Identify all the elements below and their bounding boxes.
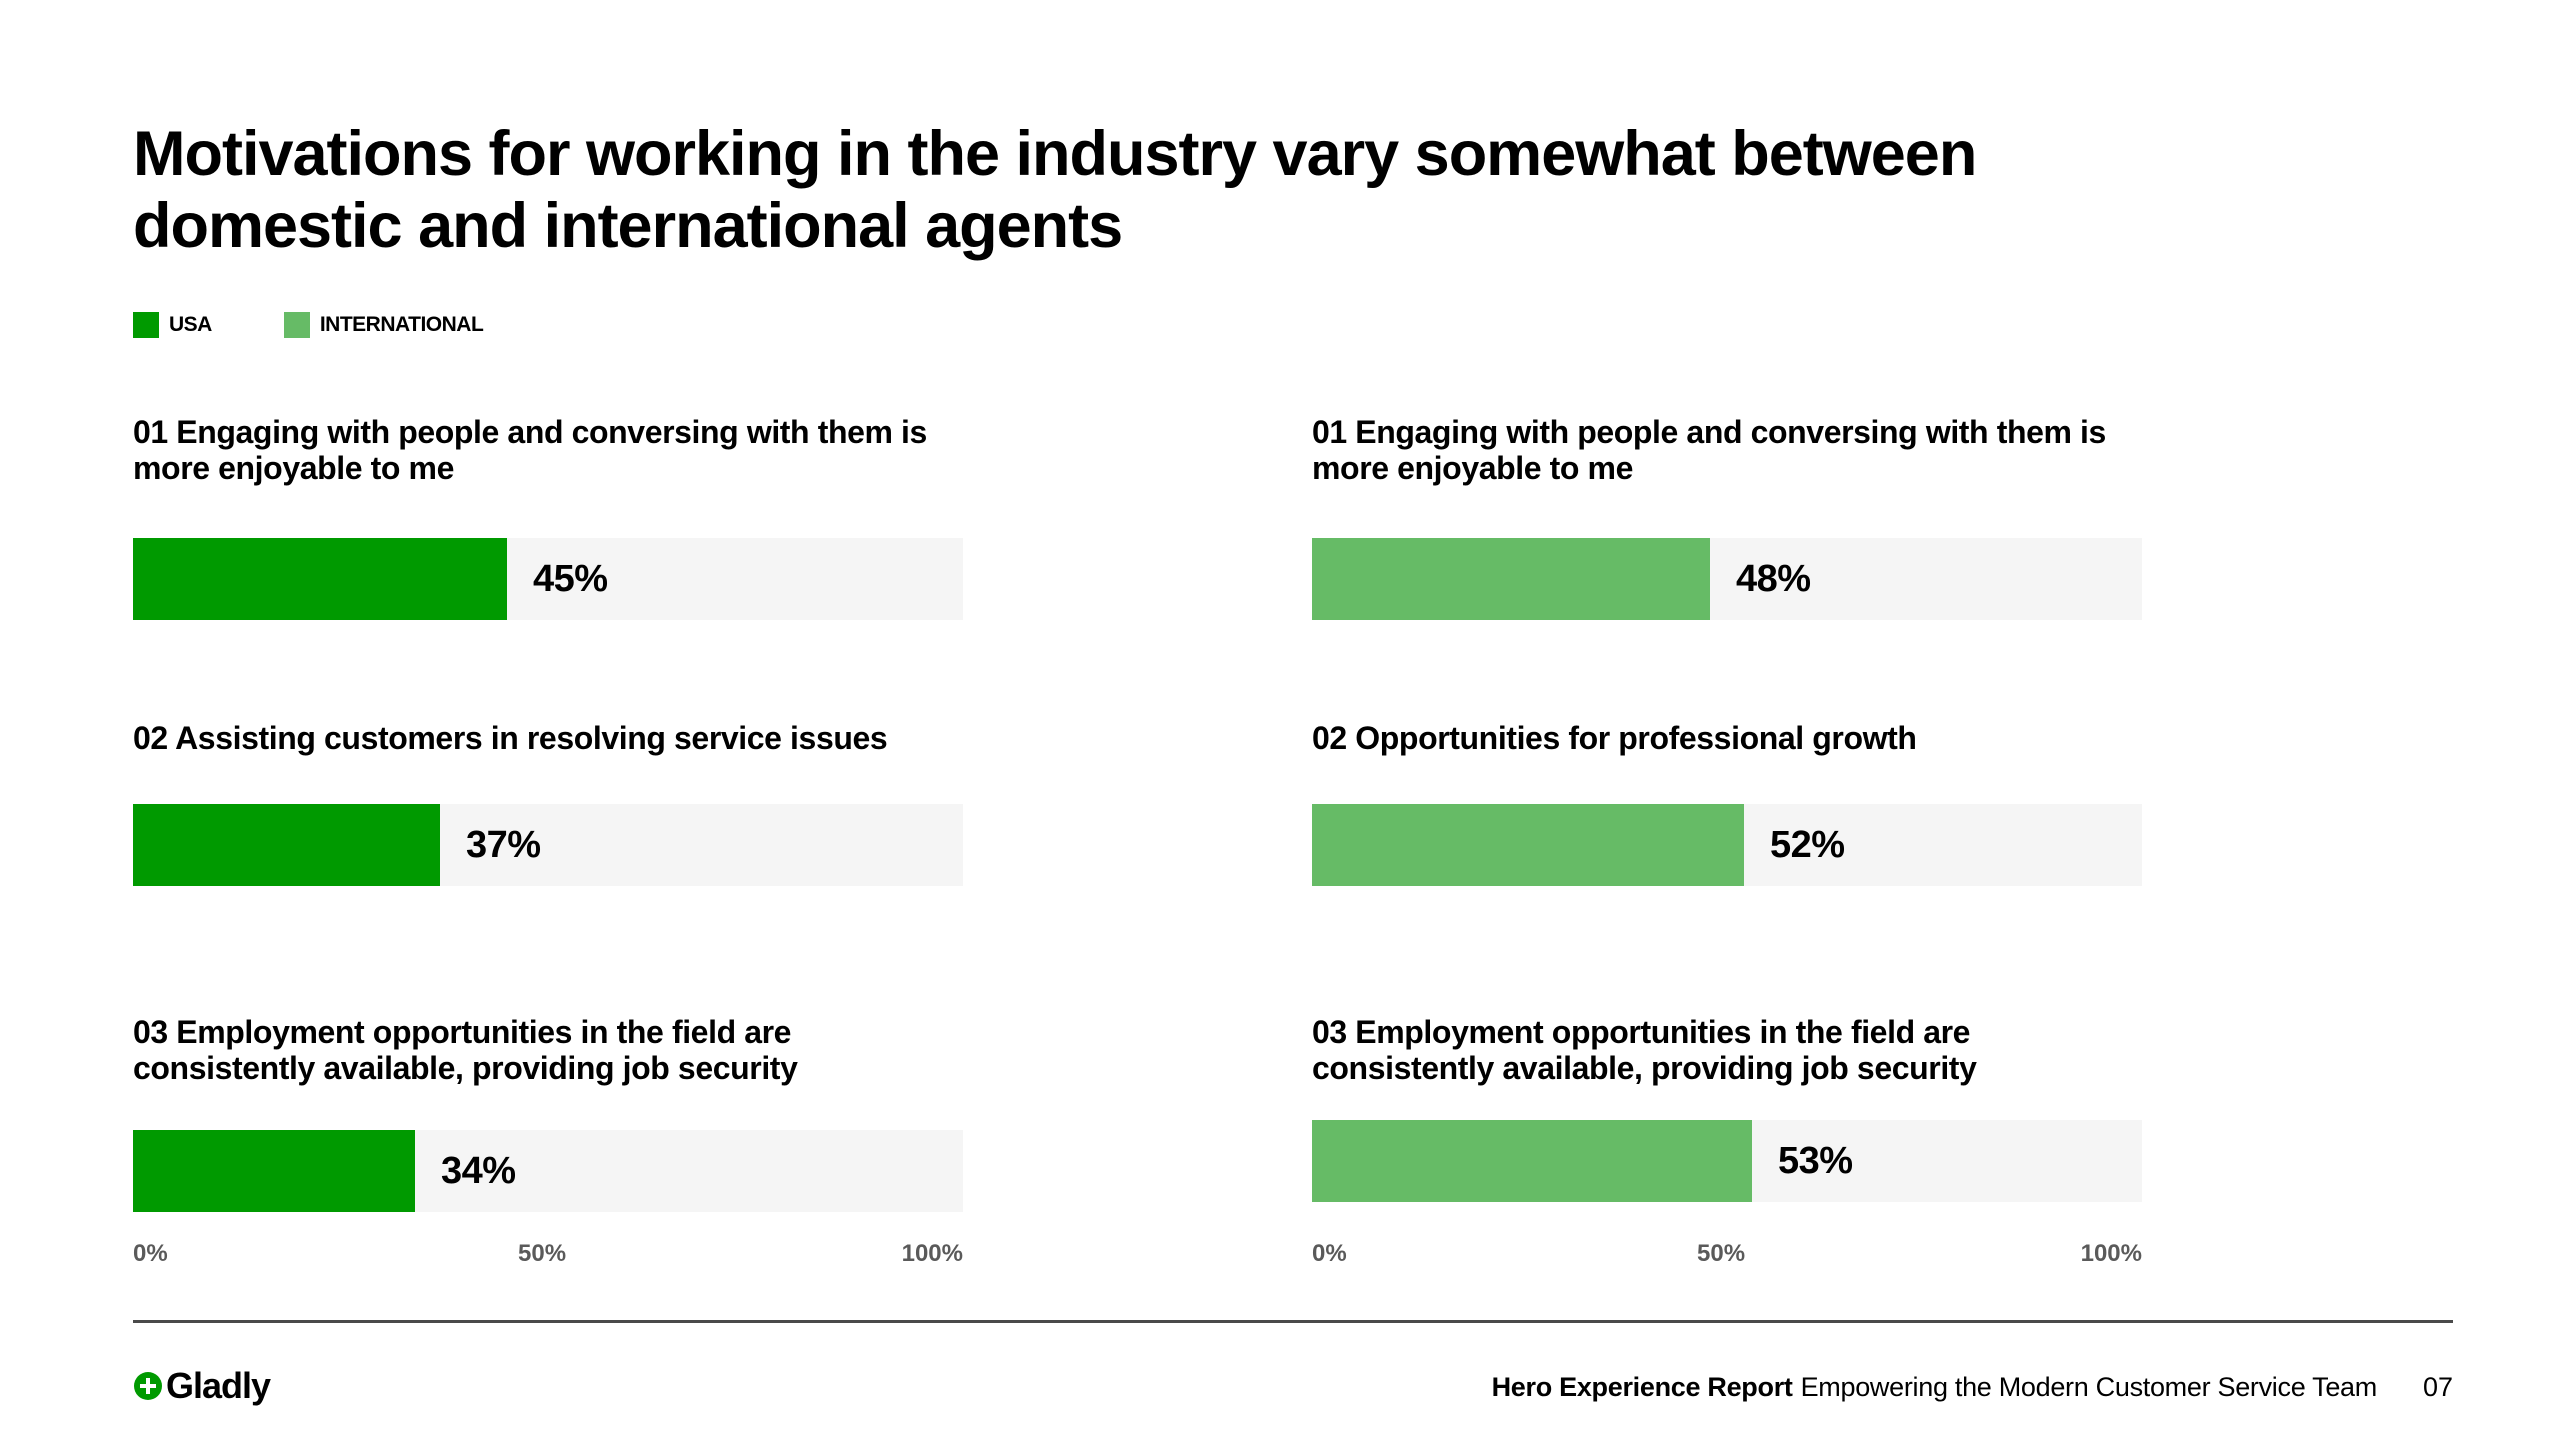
usa-tick-0: 0% — [133, 1240, 168, 1267]
intl-item-2-track: 52% — [1312, 804, 2142, 886]
usa-item-1-bar — [133, 538, 507, 620]
usa-item-2-track: 37% — [133, 804, 963, 886]
international-chart-panel: 01 Engaging with people and conversing w… — [1312, 0, 2142, 1300]
intl-item-2-label: 02 Opportunities for professional growth — [1312, 720, 1917, 756]
page-title: Motivations for working in the industry … — [133, 119, 1977, 261]
legend-item-international: INTERNATIONAL — [283, 312, 484, 338]
page-number: 07 — [2422, 1372, 2453, 1402]
chart-legend: USA INTERNATIONAL — [133, 310, 555, 340]
usa-item-1-label: 01 Engaging with people and conversing w… — [133, 414, 927, 486]
intl-item-3-value: 53% — [1778, 1140, 1853, 1182]
intl-x-axis: 0% 50% 100% — [1312, 1240, 2142, 1270]
intl-item-3-track: 53% — [1312, 1120, 2142, 1202]
usa-item-1-track: 45% — [133, 538, 963, 620]
intl-item-3: 03 Employment opportunities in the field… — [1312, 1014, 2142, 1202]
usa-item-3-value: 34% — [441, 1150, 516, 1192]
usa-tick-50: 50% — [518, 1240, 567, 1267]
usa-item-1-value: 45% — [533, 558, 608, 600]
gladly-logo[interactable]: Gladly — [133, 1365, 271, 1407]
usa-tick-100: 100% — [901, 1240, 963, 1267]
intl-item-1-label: 01 Engaging with people and conversing w… — [1312, 414, 2106, 486]
usa-item-3: 03 Employment opportunities in the field… — [133, 1014, 963, 1212]
usa-item-3-label: 03 Employment opportunities in the field… — [133, 1014, 798, 1086]
intl-tick-0: 0% — [1312, 1240, 1347, 1267]
logo-text: Gladly — [166, 1365, 271, 1406]
intl-item-1: 01 Engaging with people and conversing w… — [1312, 414, 2142, 620]
usa-item-3-bar — [133, 1130, 415, 1212]
usa-item-2-label: 02 Assisting customers in resolving serv… — [133, 720, 888, 756]
legend-label-usa: USA — [169, 313, 212, 336]
legend-item-usa: USA — [133, 312, 212, 338]
usa-x-axis: 0% 50% 100% — [133, 1240, 963, 1270]
intl-item-1-value: 48% — [1736, 558, 1811, 600]
legend-swatch-international — [283, 312, 310, 338]
intl-tick-50: 50% — [1697, 1240, 1746, 1267]
intl-item-2-value: 52% — [1770, 824, 1845, 866]
report-title: Hero Experience Report — [1491, 1372, 1793, 1402]
report-subtitle: Empowering the Modern Customer Service T… — [1800, 1372, 2378, 1402]
intl-item-1-track: 48% — [1312, 538, 2142, 620]
usa-item-2-bar — [133, 804, 440, 886]
intl-item-2: 02 Opportunities for professional growth… — [1312, 720, 2142, 886]
intl-tick-100: 100% — [2080, 1240, 2142, 1267]
usa-item-1: 01 Engaging with people and conversing w… — [133, 414, 963, 620]
intl-item-3-bar — [1312, 1120, 1752, 1202]
footer-divider — [133, 1320, 2453, 1323]
legend-label-international: INTERNATIONAL — [319, 313, 484, 336]
usa-item-2-value: 37% — [466, 824, 541, 866]
intl-item-3-label: 03 Employment opportunities in the field… — [1312, 1014, 1977, 1086]
usa-item-2: 02 Assisting customers in resolving serv… — [133, 720, 963, 886]
footer-report-info: Hero Experience Report Empowering the Mo… — [1492, 1372, 2453, 1403]
usa-item-3-track: 34% — [133, 1130, 963, 1212]
intl-item-2-bar — [1312, 804, 1744, 886]
usa-chart-panel: 01 Engaging with people and conversing w… — [133, 0, 963, 1300]
plus-circle-icon — [134, 1372, 162, 1400]
intl-item-1-bar — [1312, 538, 1710, 620]
legend-swatch-usa — [133, 312, 159, 338]
